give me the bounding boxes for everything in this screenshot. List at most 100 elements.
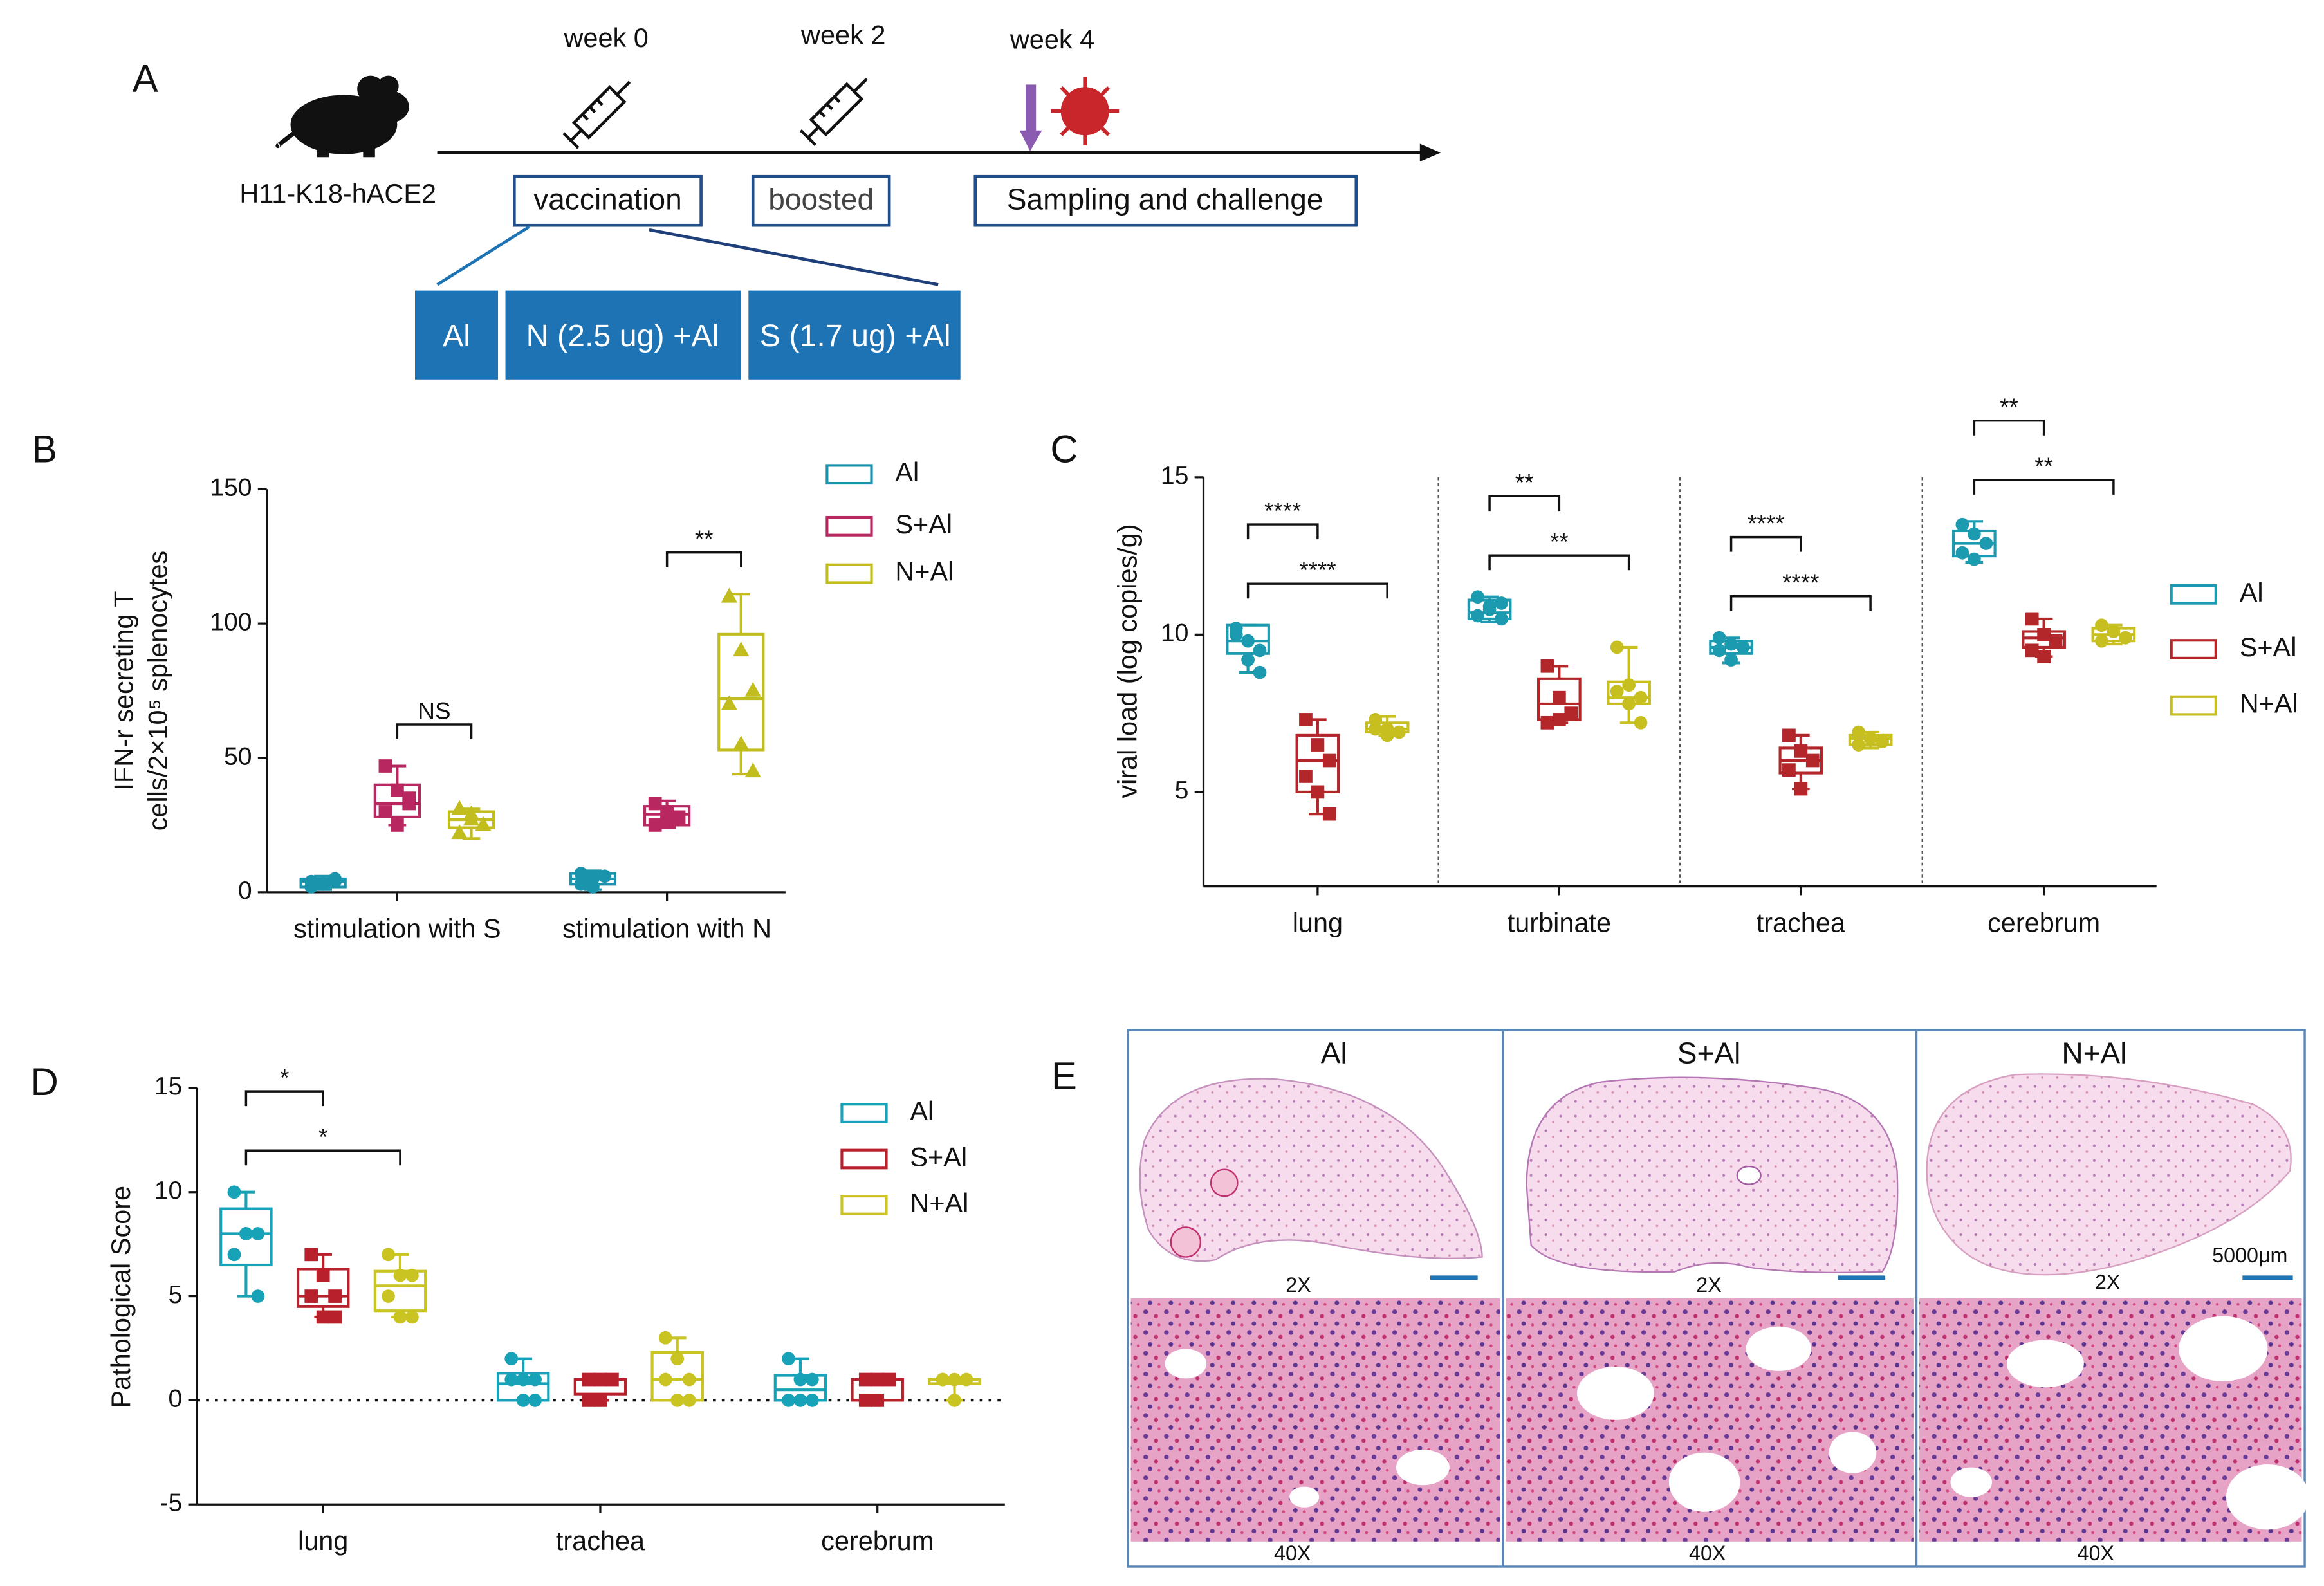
data-point	[593, 1372, 607, 1387]
significance-bracket	[1973, 419, 2045, 436]
sampling-arrow	[1019, 84, 1042, 152]
data-point	[670, 1394, 685, 1407]
data-point	[1552, 713, 1566, 726]
legend-swatch	[840, 1148, 888, 1170]
data-point	[605, 1372, 619, 1387]
legend-swatch	[825, 563, 873, 584]
legend-label: Al	[895, 457, 919, 487]
data-point	[2037, 628, 2051, 641]
data-point	[1311, 738, 1325, 752]
data-point	[721, 695, 738, 710]
data-point	[1794, 782, 1808, 796]
data-point	[1736, 640, 1750, 654]
significance-bracket	[1488, 495, 1561, 512]
data-point	[1622, 697, 1636, 711]
legend-swatch	[825, 515, 873, 537]
data-point	[648, 797, 662, 811]
legend-label: N+Al	[2240, 688, 2298, 719]
magnification-label: 2X	[2095, 1270, 2120, 1293]
data-point	[744, 681, 761, 697]
data-point	[405, 1310, 419, 1324]
data-point	[328, 874, 342, 889]
data-point	[959, 1372, 973, 1387]
data-point	[1229, 628, 1243, 641]
y-tick-label: 5	[169, 1281, 183, 1309]
legend-label: S+Al	[910, 1141, 967, 1172]
legend-label: N+Al	[895, 557, 954, 587]
panel-label: E	[1051, 1055, 1077, 1098]
data-point	[733, 735, 750, 751]
data-point	[1540, 659, 1554, 673]
significance-bracket	[396, 723, 473, 740]
panel-a: A H11-K18-hACE2 week 0 week 2 week 4	[133, 20, 1441, 380]
data-point	[504, 1372, 519, 1387]
week-label: week 4	[1010, 24, 1094, 55]
group-box	[748, 290, 961, 380]
syringe-icon	[562, 80, 631, 149]
magnification-label: 40X	[2078, 1542, 2114, 1565]
stage-label: vaccination	[533, 183, 681, 216]
data-point	[2118, 631, 2132, 645]
data-point	[1241, 634, 1255, 648]
data-point	[1482, 599, 1497, 613]
significance-label: ****	[1264, 497, 1301, 524]
data-point	[598, 869, 612, 883]
data-point	[805, 1372, 819, 1387]
legend-swatch	[840, 1194, 888, 1215]
x-tick-label: trachea	[556, 1526, 645, 1556]
significance-label: **	[2034, 453, 2053, 479]
data-point	[586, 880, 600, 894]
data-point	[1852, 725, 1866, 739]
y-tick-label: 10	[154, 1177, 183, 1204]
virus-icon	[1051, 77, 1120, 145]
significance-bracket	[244, 1149, 401, 1166]
data-point	[1782, 763, 1796, 777]
stage-label: Sampling and challenge	[1007, 183, 1323, 216]
data-point	[516, 1394, 530, 1407]
lung-section-image	[1139, 1078, 1483, 1262]
data-point	[593, 1394, 607, 1407]
data-point	[1322, 807, 1336, 821]
panel-e: E Al S+Al N+Al 5000μm 2X 2X 2X 40X 40X 4…	[1051, 1029, 2309, 1568]
data-point	[390, 783, 404, 797]
y-tick-label: 150	[210, 474, 252, 502]
significance-label: *	[318, 1124, 327, 1150]
significance-label: ****	[1782, 569, 1819, 596]
scale-label: 5000μm	[2212, 1244, 2287, 1267]
data-point	[582, 1372, 595, 1387]
data-point	[782, 1394, 795, 1407]
magnification-label: 2X	[1286, 1273, 1311, 1296]
y-tick-label: 15	[1161, 462, 1189, 490]
data-point	[858, 1372, 872, 1387]
data-point	[1622, 678, 1636, 692]
group-box	[415, 290, 498, 380]
data-point	[405, 1268, 419, 1282]
y-tick-label: 50	[224, 742, 252, 770]
magnification-label: 40X	[1274, 1542, 1311, 1565]
strain-label: H11-K18-hACE2	[239, 178, 436, 208]
data-point	[316, 1310, 330, 1324]
data-point	[227, 1248, 241, 1262]
data-point	[304, 1289, 318, 1303]
column-title: Al	[1321, 1036, 1347, 1069]
data-point	[316, 1268, 330, 1282]
lung-section-detail	[1170, 1226, 1202, 1258]
data-point	[382, 1289, 395, 1303]
data-point	[451, 824, 468, 840]
data-point	[1967, 552, 1981, 566]
data-point	[1241, 653, 1255, 667]
data-point	[948, 1372, 961, 1387]
legend-label: S+Al	[2240, 632, 2297, 662]
data-point	[2095, 634, 2108, 648]
data-point	[658, 1331, 672, 1345]
lung-section-image	[1926, 1073, 2292, 1276]
data-point	[1311, 785, 1325, 799]
legend-label: S+Al	[895, 509, 952, 539]
y-tick-label: 15	[154, 1073, 183, 1100]
week-label: week 0	[563, 23, 648, 53]
alveolar-space	[1165, 1316, 2309, 1530]
data-point	[1610, 640, 1624, 654]
data-point	[660, 813, 674, 827]
data-point	[936, 1372, 950, 1387]
data-point	[882, 1372, 896, 1387]
